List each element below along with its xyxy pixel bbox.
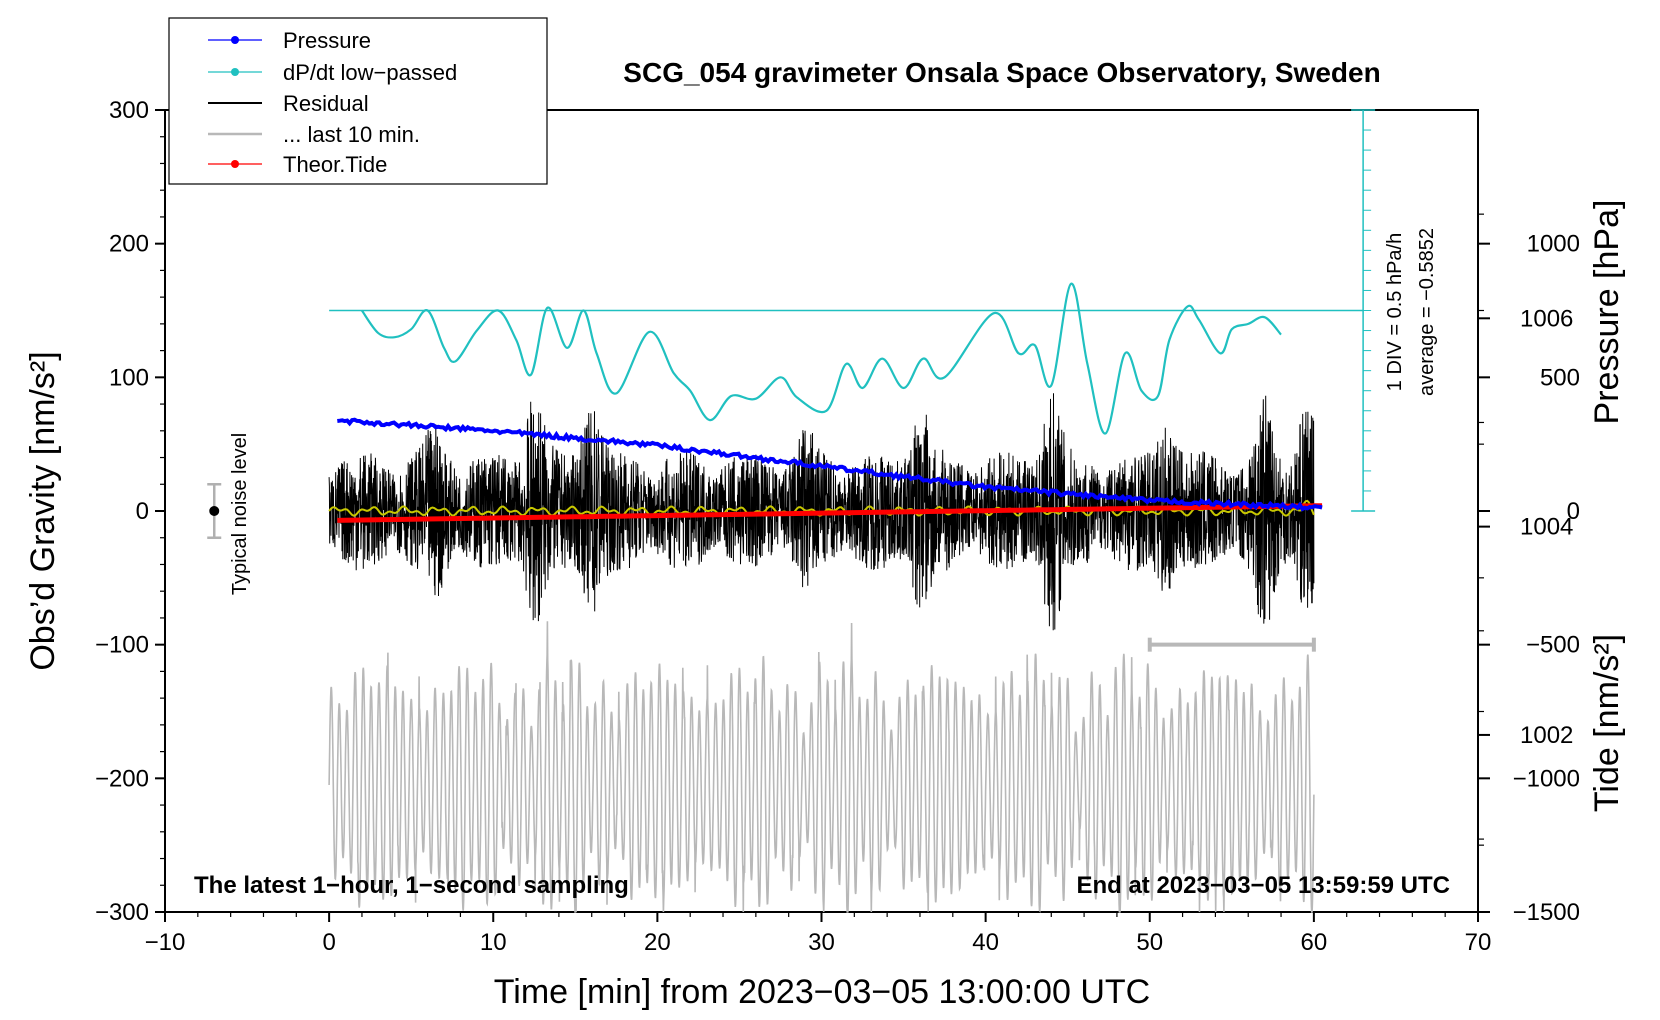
noise-level-label: Typical noise level [229,433,251,595]
annotation-sampling: The latest 1−hour, 1−second sampling [194,872,629,899]
dpdt-line [360,282,1282,435]
tide-tick-label: −500 [1526,632,1580,659]
dpdt-scale-label: 1 DIV = 0.5 hPa/h [1384,233,1406,391]
tide-tick-label: 0 [1567,498,1580,525]
y-tick-label: 300 [109,97,149,124]
y-axis-title-gravity: Obs’d Gravity [nm/s²] [24,351,62,670]
chart-title: SCG_054 gravimeter Onsala Space Observat… [623,57,1380,88]
noise-level-dot [209,506,220,516]
x-tick-label: 60 [1301,929,1328,956]
tide-tick-label: −1000 [1513,765,1580,792]
legend-box [168,17,548,185]
legend-marker-tide [231,160,239,168]
legend: Pressure dP/dt low−passed Residual ... l… [168,17,548,185]
legend-label-dpdt: dP/dt low−passed [283,60,457,85]
legend-label-pressure: Pressure [283,28,371,53]
dpdt-average-label: average = −0.5852 [1416,228,1438,396]
pressure-tick-label: 1004 [1520,514,1573,541]
x-tick-label: 10 [480,929,507,956]
y-axis-title-pressure: Pressure [hPa] [1588,200,1626,425]
pressure-tick-label: 1006 [1520,305,1573,332]
legend-label-residual: Residual [283,91,369,116]
tide-tick-label: −1500 [1513,899,1580,926]
y-tick-label: −100 [95,632,149,659]
y-axis-title-tide: Tide [nm/s²] [1588,634,1626,812]
tide-tick-label: 500 [1540,364,1580,391]
x-tick-label: −10 [145,929,186,956]
y-tick-label: −200 [95,765,149,792]
tide-tick-label: 1000 [1527,231,1580,258]
y-axis-tide: −1500 −1000 −500 0 500 1000 [1478,231,1580,926]
y-tick-label: 200 [109,231,149,258]
x-tick-label: 40 [972,929,999,956]
x-tick-label: 70 [1465,929,1492,956]
legend-marker-dpdt [231,68,239,76]
legend-label-tide: Theor.Tide [283,152,387,177]
x-axis: −10 0 10 20 30 40 50 60 70 [145,912,1492,956]
x-tick-label: 20 [644,929,671,956]
legend-marker-pressure [231,36,239,44]
y-axis-pressure: 1002 1004 1006 [1478,213,1573,840]
pressure-line [337,417,1323,512]
y-tick-label: 0 [136,498,149,525]
last10-line [328,621,1315,913]
annotation-end-time: End at 2023−03−05 13:59:59 UTC [1076,872,1450,899]
legend-label-last10: ... last 10 min. [283,122,420,147]
x-axis-title: Time [min] from 2023−03−05 13:00:00 UTC [494,973,1150,1011]
x-tick-label: 30 [808,929,835,956]
x-tick-label: 0 [322,929,335,956]
x-tick-label: 50 [1136,929,1163,956]
y-tick-label: 100 [109,364,149,391]
residual-line [328,393,1315,631]
series-group [207,109,1376,913]
y-tick-label: −300 [95,899,149,926]
pressure-tick-label: 1002 [1520,722,1573,749]
tide-line [337,503,1323,523]
y-axis-gravity: −300 −200 −100 0 100 200 300 [95,97,165,926]
